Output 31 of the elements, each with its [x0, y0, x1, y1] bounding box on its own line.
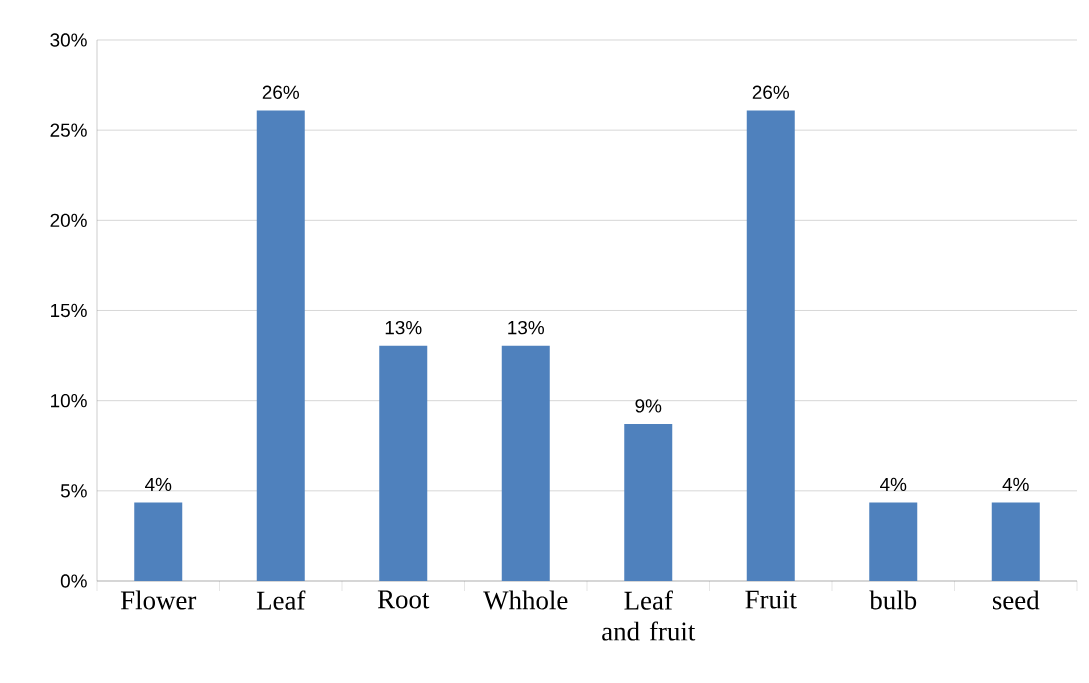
data-label: 4% [145, 477, 172, 492]
bar [624, 424, 673, 581]
data-label: 4% [1002, 477, 1029, 492]
bar [746, 110, 795, 581]
y-tick-label: 15% [51, 303, 87, 318]
x-tick-label: bulb [869, 590, 917, 610]
x-tick-label: Flower [120, 590, 197, 610]
data-label: 26% [752, 85, 790, 99]
y-tick-label: 0% [60, 574, 87, 588]
x-tick-label: Leaf and fruit [602, 590, 696, 641]
data-label: 26% [262, 85, 300, 99]
data-label: 9% [635, 399, 662, 413]
y-tick-label: 5% [60, 484, 87, 498]
y-tick-label: 30% [50, 33, 87, 47]
bar [869, 502, 918, 581]
data-label: 4% [880, 477, 907, 492]
bar [379, 345, 428, 581]
data-label: 13% [385, 320, 422, 335]
x-tick-label: Root [377, 590, 430, 609]
data-label: 13% [508, 320, 545, 335]
x-tick-label: Whhole [483, 590, 568, 610]
bar [256, 110, 305, 581]
bar [501, 345, 550, 581]
y-tick-label: 10% [51, 393, 87, 408]
x-tick-label: seed [992, 590, 1040, 610]
x-tick-label: Leaf [256, 590, 306, 610]
bar [134, 502, 183, 581]
bar [991, 502, 1040, 581]
y-tick-label: 25% [50, 123, 87, 137]
x-tick-label: Fruit [745, 590, 797, 609]
y-tick-label: 20% [50, 213, 87, 228]
